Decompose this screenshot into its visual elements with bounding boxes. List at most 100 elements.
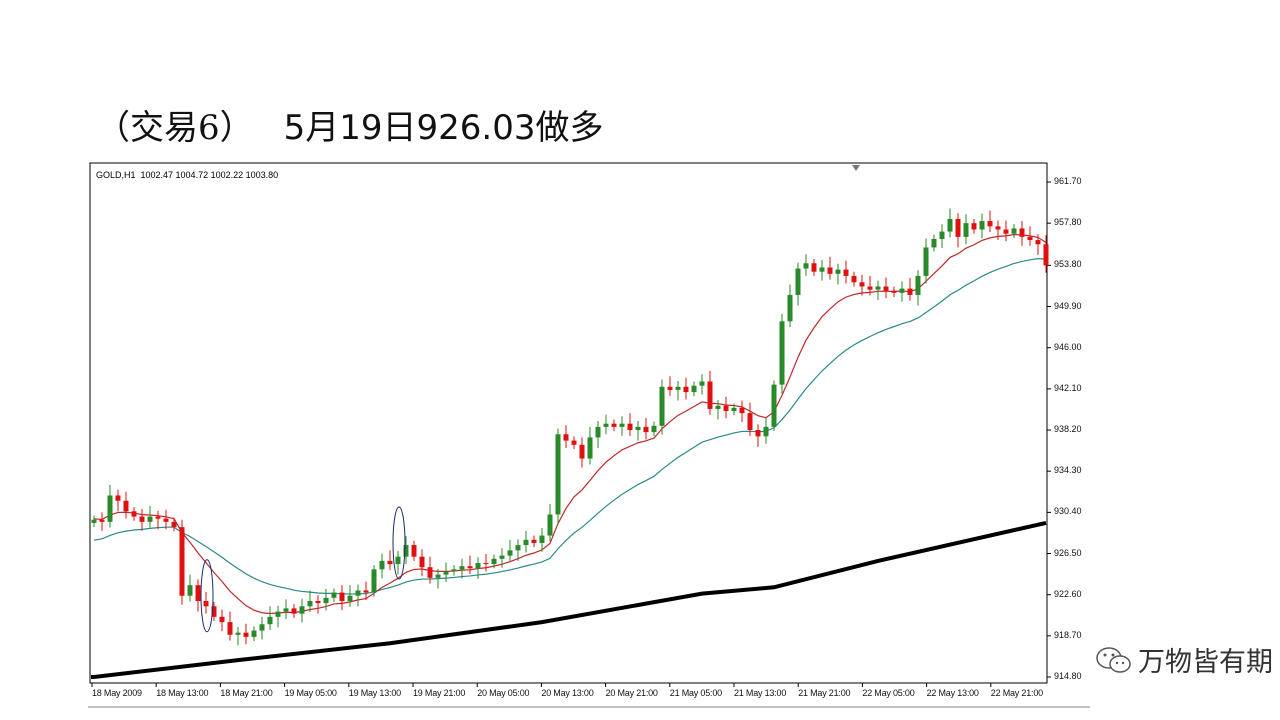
candle-body	[1011, 228, 1017, 234]
shift-marker-icon	[852, 165, 860, 171]
y-tick-label: 961.70	[1054, 176, 1082, 186]
candle-body	[91, 519, 97, 523]
candle-body	[419, 556, 425, 568]
candle-body	[595, 426, 601, 438]
y-tick-label: 922.60	[1054, 588, 1082, 599]
candle-body	[547, 514, 553, 536]
candle-body	[507, 550, 513, 556]
candle-body	[627, 423, 633, 431]
candle-body	[619, 423, 625, 427]
x-tick-label: 20 May 21:00	[605, 688, 658, 698]
candle-body	[459, 566, 465, 570]
candle-body	[675, 386, 681, 390]
candle-body	[699, 381, 705, 386]
candle-body	[403, 545, 409, 557]
candle-body	[323, 597, 329, 604]
candle-body	[411, 545, 417, 557]
chart-frame	[88, 160, 1090, 712]
candle-body	[371, 569, 377, 593]
candle-body	[843, 269, 849, 276]
candle-body	[1043, 244, 1049, 266]
candle-body	[291, 608, 297, 614]
candle-body	[819, 267, 825, 272]
candle-body	[947, 218, 953, 232]
x-tick-label: 22 May 05:00	[862, 688, 915, 698]
y-tick-label: 949.90	[1054, 300, 1082, 311]
candle-body	[347, 595, 353, 602]
candle-body	[579, 444, 585, 459]
wechat-icon	[1096, 646, 1131, 673]
candle-body	[515, 545, 521, 551]
candle-body	[331, 592, 337, 598]
candle-body	[883, 286, 889, 291]
y-tick-label: 930.40	[1054, 506, 1082, 517]
x-tick-label: 20 May 05:00	[477, 688, 530, 698]
candle-body	[667, 386, 673, 390]
title-trade-number: （交易6）	[96, 108, 254, 148]
candle-body	[691, 385, 697, 393]
candle-body	[803, 263, 809, 269]
y-tick-label: 918.70	[1054, 629, 1082, 640]
candle-body	[235, 632, 241, 635]
candle-body	[259, 624, 265, 631]
candle-body	[499, 555, 505, 559]
title-trade-description: 5月19日926.03做多	[283, 108, 604, 148]
candle-body	[747, 413, 753, 431]
annotation-ellipse	[392, 506, 406, 580]
candle-body	[187, 585, 193, 596]
x-tick-label: 19 May 13:00	[348, 688, 401, 698]
candle-body	[555, 434, 561, 515]
candle-body	[307, 601, 313, 607]
candle-body	[763, 426, 769, 437]
candle-body	[115, 495, 121, 501]
y-tick-label: 926.50	[1054, 547, 1082, 558]
candle-body	[435, 574, 441, 578]
candle-body	[907, 288, 913, 295]
candle-body	[563, 434, 569, 441]
candle-body	[739, 407, 745, 414]
candle-body	[755, 430, 761, 437]
x-tick-label: 22 May 21:00	[990, 688, 1043, 698]
candle-body	[379, 560, 385, 570]
candle-body	[643, 426, 649, 433]
candle-body	[299, 606, 305, 614]
candle-body	[243, 632, 249, 637]
candle-body	[779, 321, 785, 385]
candle-body	[179, 527, 185, 596]
candle-body	[723, 405, 729, 412]
candle-body	[963, 223, 969, 237]
y-tick-label: 946.00	[1054, 341, 1082, 352]
candle-body	[275, 611, 281, 617]
candle-body	[483, 563, 489, 565]
candle-body	[635, 426, 641, 431]
y-tick-label: 914.80	[1054, 671, 1082, 681]
y-tick-label: 953.80	[1054, 259, 1082, 270]
x-tick-label: 21 May 13:00	[734, 688, 787, 698]
candle-body	[979, 221, 985, 230]
candle-body	[1027, 236, 1033, 241]
candle-body	[387, 560, 393, 565]
candle-body	[811, 263, 817, 272]
candle-body	[1003, 229, 1009, 234]
candle-body	[931, 238, 937, 248]
candle-body	[267, 616, 273, 625]
slide-title: （交易6） 5月19日926.03做多	[96, 100, 604, 149]
y-tick-label: 934.30	[1054, 465, 1082, 476]
ma-long-line	[91, 520, 1047, 679]
x-tick-label: 18 May 13:00	[156, 688, 209, 698]
y-tick-label: 942.10	[1054, 382, 1082, 393]
candle-body	[171, 521, 177, 528]
ma-fast-line	[93, 233, 1047, 615]
candle-body	[283, 608, 289, 612]
candle-body	[683, 386, 689, 393]
candle-body	[915, 275, 921, 295]
candle-body	[539, 535, 545, 543]
candle-body	[587, 437, 593, 459]
candle-body	[355, 590, 361, 596]
candle-body	[211, 606, 217, 617]
candle-body	[427, 567, 433, 578]
candle-body	[835, 269, 841, 274]
candle-body	[131, 511, 137, 517]
candle-body	[1019, 228, 1025, 237]
